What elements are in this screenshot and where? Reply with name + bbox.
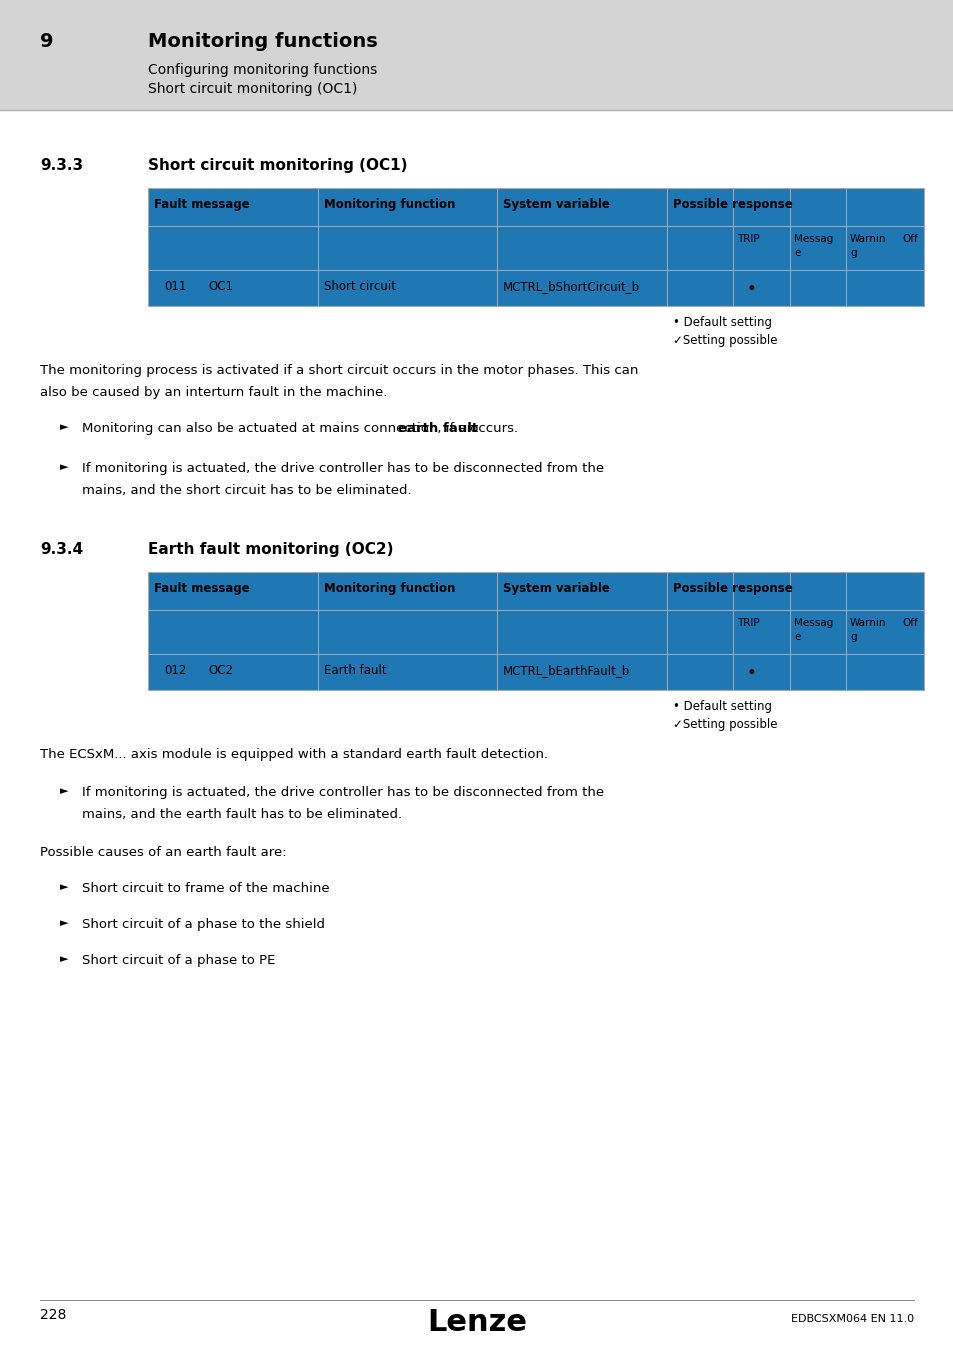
Text: OC1: OC1 (208, 279, 233, 293)
Bar (0, 1292, 953, 1350)
Text: EDBCSXM064 EN 11.0: EDBCSXM064 EN 11.0 (790, 1314, 913, 1324)
Text: Earth fault monitoring (OC2): Earth fault monitoring (OC2) (148, 541, 393, 558)
Text: Messag: Messag (793, 618, 832, 628)
Text: 9: 9 (40, 32, 53, 51)
Text: Messag: Messag (793, 234, 832, 244)
Text: g: g (849, 248, 856, 258)
Text: Monitoring can also be actuated at mains connection, if an: Monitoring can also be actuated at mains… (82, 423, 478, 435)
Text: Short circuit: Short circuit (324, 279, 395, 293)
Text: ►: ► (60, 918, 69, 927)
Text: MCTRL_bShortCircuit_b: MCTRL_bShortCircuit_b (502, 279, 639, 293)
Text: 011: 011 (164, 279, 186, 293)
Text: Warnin: Warnin (849, 618, 885, 628)
Text: 9.3.4: 9.3.4 (40, 541, 83, 558)
Text: System variable: System variable (502, 198, 609, 211)
Text: Monitoring functions: Monitoring functions (148, 32, 377, 51)
Bar (148, 572, 923, 690)
Text: Configuring monitoring functions: Configuring monitoring functions (148, 63, 376, 77)
Bar (148, 610, 923, 653)
Text: Warnin: Warnin (849, 234, 885, 244)
Text: OC2: OC2 (208, 664, 233, 676)
Text: e: e (793, 248, 800, 258)
Text: Fault message: Fault message (153, 198, 250, 211)
Text: Possible response: Possible response (672, 198, 792, 211)
Text: g: g (849, 632, 856, 643)
Text: Fault message: Fault message (153, 582, 250, 595)
Text: • Default setting: • Default setting (672, 701, 771, 713)
Text: TRIP: TRIP (737, 618, 759, 628)
Text: mains, and the short circuit has to be eliminated.: mains, and the short circuit has to be e… (82, 485, 411, 497)
Bar (148, 188, 923, 225)
Text: ►: ► (60, 462, 69, 472)
Text: Monitoring function: Monitoring function (324, 582, 455, 595)
Text: ►: ► (60, 882, 69, 892)
Text: also be caused by an interturn fault in the machine.: also be caused by an interturn fault in … (40, 386, 387, 400)
Text: Short circuit monitoring (OC1): Short circuit monitoring (OC1) (148, 82, 357, 96)
Bar (148, 188, 923, 306)
Text: ►: ► (60, 954, 69, 964)
Text: ►: ► (60, 786, 69, 796)
Text: Earth fault: Earth fault (324, 664, 386, 676)
Text: occurs.: occurs. (465, 423, 517, 435)
Text: •: • (746, 279, 756, 298)
Text: MCTRL_bEarthFault_b: MCTRL_bEarthFault_b (502, 664, 630, 676)
Text: The ECSxM... axis module is equipped with a standard earth fault detection.: The ECSxM... axis module is equipped wit… (40, 748, 548, 761)
Text: • Default setting: • Default setting (672, 316, 771, 329)
Bar (0, 109, 953, 1292)
Text: mains, and the earth fault has to be eliminated.: mains, and the earth fault has to be eli… (82, 809, 402, 821)
Text: Short circuit to frame of the machine: Short circuit to frame of the machine (82, 882, 330, 895)
Text: If monitoring is actuated, the drive controller has to be disconnected from the: If monitoring is actuated, the drive con… (82, 462, 603, 475)
Text: 012: 012 (164, 664, 186, 676)
Text: ✓Setting possible: ✓Setting possible (672, 718, 777, 730)
Text: System variable: System variable (502, 582, 609, 595)
Text: Short circuit of a phase to PE: Short circuit of a phase to PE (82, 954, 275, 967)
Text: ►: ► (60, 423, 69, 432)
Text: Off: Off (901, 234, 917, 244)
Text: Short circuit monitoring (OC1): Short circuit monitoring (OC1) (148, 158, 407, 173)
Bar (148, 653, 923, 690)
Bar (148, 225, 923, 270)
Bar (0, 0, 953, 109)
Text: Possible causes of an earth fault are:: Possible causes of an earth fault are: (40, 846, 286, 859)
Text: The monitoring process is activated if a short circuit occurs in the motor phase: The monitoring process is activated if a… (40, 364, 638, 377)
Text: TRIP: TRIP (737, 234, 759, 244)
Text: Lenze: Lenze (427, 1308, 526, 1336)
Text: Possible response: Possible response (672, 582, 792, 595)
Bar (148, 572, 923, 610)
Text: 9.3.3: 9.3.3 (40, 158, 83, 173)
Text: earth fault: earth fault (397, 423, 477, 435)
Text: If monitoring is actuated, the drive controller has to be disconnected from the: If monitoring is actuated, the drive con… (82, 786, 603, 799)
Bar (148, 270, 923, 306)
Text: ✓Setting possible: ✓Setting possible (672, 333, 777, 347)
Text: e: e (793, 632, 800, 643)
Text: 228: 228 (40, 1308, 67, 1322)
Text: Off: Off (901, 618, 917, 628)
Text: Short circuit of a phase to the shield: Short circuit of a phase to the shield (82, 918, 325, 932)
Text: •: • (746, 664, 756, 682)
Text: Monitoring function: Monitoring function (324, 198, 455, 211)
